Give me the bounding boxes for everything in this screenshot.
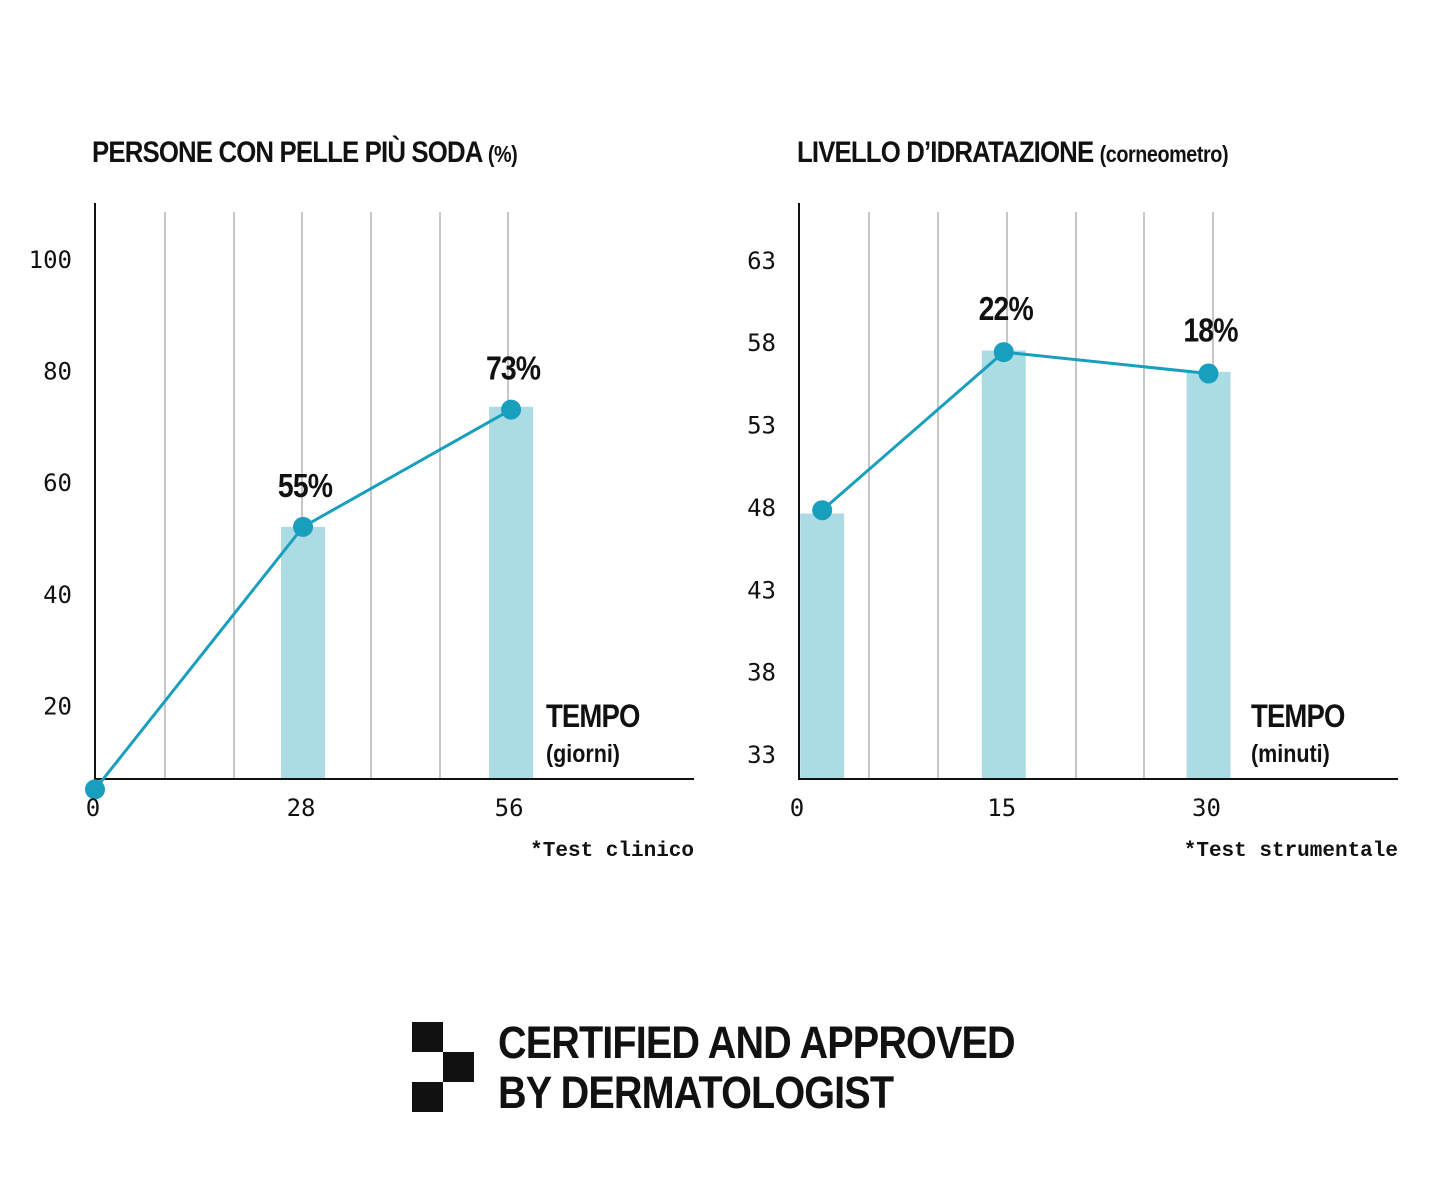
- chart-title-text: PERSONE CON PELLE PIÙ SODA: [92, 136, 482, 169]
- chart-title-unit: (%): [487, 141, 518, 167]
- series-point: [812, 500, 833, 521]
- bar: [281, 526, 326, 779]
- y-tick-label: 63: [747, 247, 776, 275]
- y-tick-label: 100: [29, 246, 72, 274]
- bar: [800, 513, 845, 779]
- chart-title-text: LIVELLO D’IDRATAZIONE: [797, 136, 1094, 169]
- y-tick-label: 53: [747, 412, 776, 440]
- series-point: [293, 516, 314, 537]
- footnote: *Test clinico: [530, 840, 694, 863]
- y-tick-label: 60: [43, 469, 72, 497]
- data-label: 73%: [486, 350, 541, 388]
- x-tick-label: 28: [287, 794, 316, 822]
- axis-title-unit: (giorni): [546, 739, 620, 767]
- series-point: [85, 779, 105, 800]
- charts-canvas: 55% 73% 100 80 60 40 20 0 28 56 TEMPO (giorni) *Test…: [29, 203, 1398, 863]
- certification-line-2: BY DERMATOLOGIST: [498, 1067, 894, 1118]
- axis-title: TEMPO: [1251, 699, 1345, 734]
- bar: [981, 350, 1026, 779]
- footnote: *Test strumentale: [1184, 840, 1398, 863]
- x-tick-label: 0: [86, 794, 100, 822]
- axis-title-unit: (minuti): [1251, 739, 1330, 767]
- series-point: [993, 342, 1014, 363]
- y-tick-label: 43: [747, 576, 776, 604]
- x-tick-label: 15: [987, 794, 1016, 822]
- y-tick-label: 38: [747, 659, 776, 687]
- x-tick-label: 30: [1192, 794, 1221, 822]
- bar: [1186, 371, 1231, 779]
- y-tick-label: 40: [43, 581, 72, 609]
- data-label: 55%: [278, 467, 333, 505]
- y-tick-label: 80: [43, 358, 72, 386]
- certification-text: CERTIFIED AND APPROVED BY DERMATOLOGIST: [498, 1017, 1016, 1118]
- chart-title-hydration: LIVELLO D’IDRATAZIONE (corneometro): [797, 136, 1229, 170]
- x-tick-label: 56: [495, 794, 524, 822]
- certified-badge-icon: [412, 1022, 474, 1112]
- y-tick-label: 20: [43, 693, 72, 721]
- series-point: [1198, 363, 1219, 384]
- y-tick-label: 33: [747, 741, 776, 769]
- axis-title: TEMPO: [546, 699, 640, 734]
- certification-line-1: CERTIFIED AND APPROVED: [498, 1017, 1016, 1068]
- chart-title-firmness: PERSONE CON PELLE PIÙ SODA (%): [92, 136, 518, 170]
- data-label: 22%: [979, 290, 1034, 328]
- x-tick-label: 0: [790, 794, 804, 822]
- series-point: [501, 399, 522, 420]
- data-label: 18%: [1183, 312, 1238, 350]
- chart-title-unit: (corneometro): [1099, 141, 1229, 167]
- y-tick-label: 58: [747, 329, 776, 357]
- bar: [489, 406, 534, 779]
- y-tick-label: 48: [747, 494, 776, 522]
